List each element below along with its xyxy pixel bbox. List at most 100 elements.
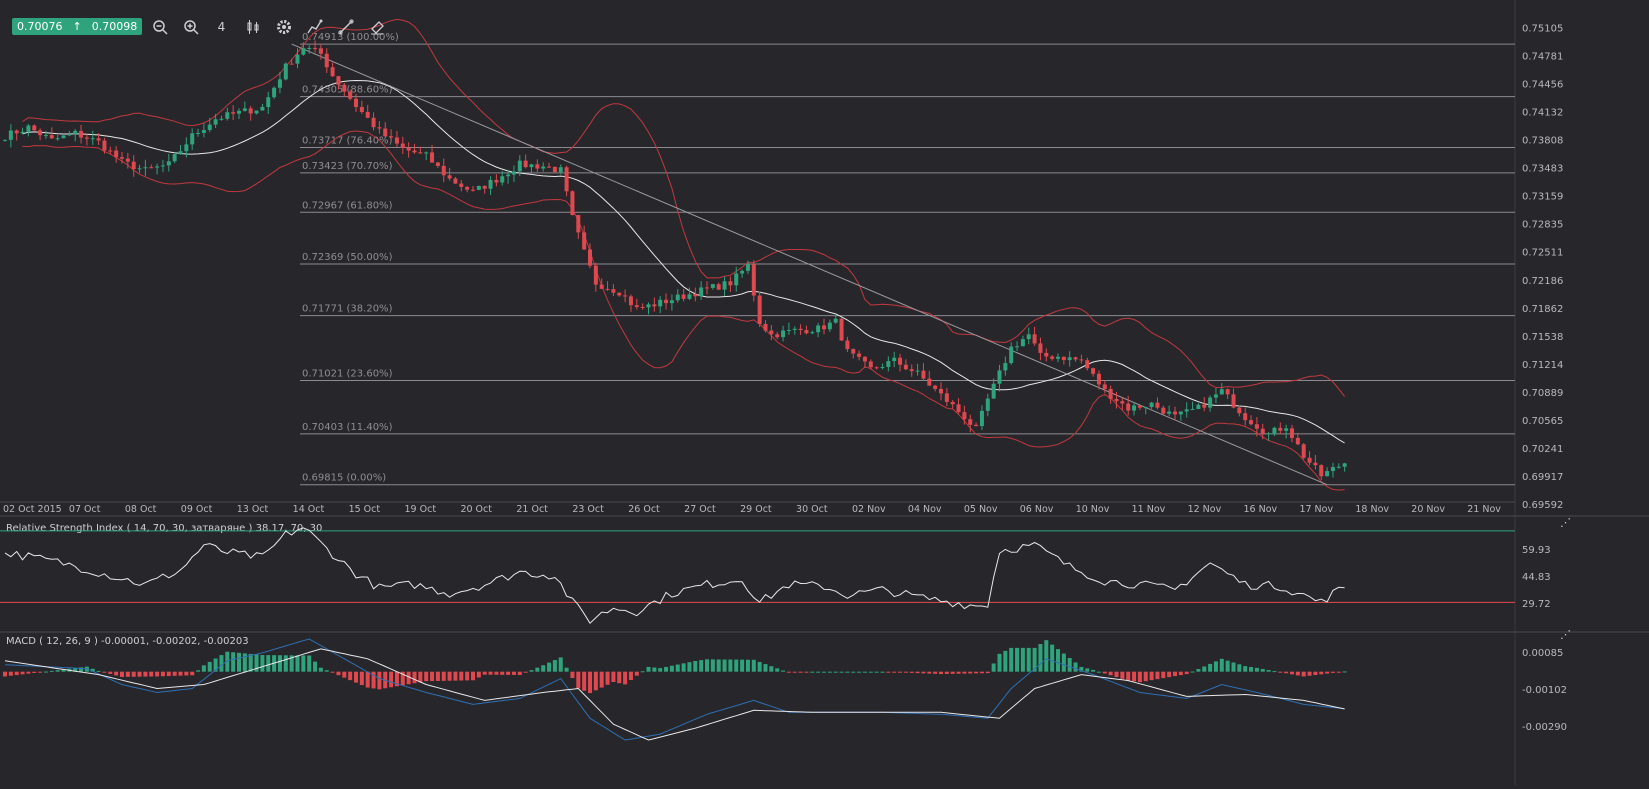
macd-histogram-bar — [769, 666, 774, 672]
macd-histogram-bar — [1102, 671, 1107, 674]
macd-histogram-bar — [781, 670, 786, 672]
candle-body — [283, 63, 288, 80]
price-axis-label: 0.71862 — [1522, 304, 1563, 315]
macd-histogram-bar — [646, 666, 651, 672]
candle-body — [394, 137, 399, 144]
candle-body — [459, 183, 464, 187]
price-axis-label: 0.71214 — [1522, 360, 1563, 371]
zoom-out-icon[interactable] — [148, 16, 171, 38]
macd-histogram-bar — [915, 671, 920, 674]
macd-histogram-bar — [740, 659, 745, 672]
candle-body — [272, 87, 277, 98]
macd-histogram-bar — [1313, 671, 1318, 676]
candle-body — [944, 393, 949, 402]
candle-body — [1178, 411, 1183, 415]
quote-box[interactable]: 0.70076 ↑ 0.70098 — [12, 18, 143, 35]
candle-body — [1336, 466, 1341, 468]
macd-histogram-bar — [763, 664, 768, 672]
macd-histogram-bar — [944, 671, 949, 674]
candle-body — [137, 168, 142, 170]
indicator-icon[interactable] — [303, 16, 326, 38]
macd-histogram-bar — [26, 671, 31, 674]
candle-body — [295, 54, 300, 64]
candle-body — [734, 273, 739, 286]
candle-body — [705, 287, 709, 289]
macd-histogram-bar — [1208, 663, 1213, 672]
candle-type-icon[interactable] — [241, 16, 264, 38]
eraser-icon[interactable] — [365, 16, 388, 38]
macd-histogram-bar — [623, 671, 628, 685]
macd-histogram-bar — [939, 671, 943, 675]
macd-histogram-bar — [874, 671, 879, 673]
candle-body — [1167, 411, 1172, 414]
candle-body — [517, 160, 522, 172]
macd-histogram-bar — [547, 662, 552, 672]
candle-body — [1038, 343, 1043, 353]
candle-body — [231, 112, 236, 114]
candle-body — [406, 147, 411, 151]
macd-histogram-bar — [605, 671, 610, 685]
candle-body — [956, 404, 961, 413]
macd-histogram-bar — [1325, 671, 1330, 674]
candle-body — [640, 306, 645, 308]
candle-body — [547, 166, 552, 168]
candle-body — [810, 332, 815, 334]
macd-histogram-bar — [1143, 671, 1148, 682]
drawing-tools-icon[interactable] — [334, 16, 357, 38]
macd-histogram-bar — [61, 669, 66, 672]
macd-histogram-bar — [588, 671, 592, 694]
macd-histogram-bar — [201, 665, 206, 672]
candle-body — [868, 361, 873, 368]
candle-body — [699, 287, 704, 297]
macd-histogram-bar — [348, 671, 353, 681]
macd-histogram-bar — [517, 671, 522, 676]
macd-histogram-bar — [974, 671, 979, 674]
candle-body — [248, 108, 253, 114]
price-axis-label: 0.72511 — [1522, 248, 1563, 259]
time-axis-label: 14 Oct — [293, 504, 325, 515]
candle-body — [1003, 363, 1008, 371]
candle-body — [1342, 463, 1347, 467]
zoom-in-icon[interactable] — [179, 16, 202, 38]
candle-body — [816, 325, 821, 333]
macd-histogram-bar — [108, 671, 113, 674]
candle-body — [1219, 389, 1224, 395]
macd-histogram-bar — [242, 653, 247, 672]
macd-histogram-bar — [886, 671, 891, 673]
macd-histogram-bar — [500, 671, 505, 675]
candle-body — [915, 370, 920, 372]
candle-body — [769, 330, 774, 335]
candle-body — [301, 48, 306, 55]
candle-body — [55, 138, 60, 140]
candle-body — [494, 179, 499, 183]
bollinger-middle-line — [22, 79, 1345, 444]
candle-body — [1067, 357, 1072, 361]
gear-icon[interactable] — [272, 16, 295, 38]
macd-histogram-bar — [1009, 647, 1014, 672]
candle-body — [1056, 356, 1060, 359]
price-axis-label: 0.75105 — [1522, 24, 1563, 35]
macd-histogram-bar — [1056, 649, 1060, 672]
timeframe-icon[interactable]: 4 — [210, 16, 233, 38]
price-axis-label: 0.70241 — [1522, 444, 1563, 455]
macd-histogram-bar — [1301, 671, 1306, 677]
macd-histogram-bar — [757, 661, 762, 672]
time-axis-label: 06 Nov — [1020, 504, 1054, 515]
candle-body — [979, 410, 984, 427]
candle-body — [1313, 462, 1318, 466]
candle-body — [96, 138, 101, 141]
time-axis-label: 11 Nov — [1132, 504, 1166, 515]
candle-body — [552, 166, 557, 172]
macd-histogram-bar — [178, 671, 183, 676]
candle-body — [377, 127, 382, 129]
time-axis-label: 13 Oct — [237, 504, 269, 515]
candle-body — [155, 166, 160, 168]
candle-body — [798, 328, 803, 331]
candle-body — [1190, 408, 1195, 410]
time-axis-label: 20 Nov — [1411, 504, 1445, 515]
candle-body — [962, 412, 967, 420]
candle-body — [1243, 413, 1248, 421]
macd-histogram-bar — [418, 671, 423, 683]
